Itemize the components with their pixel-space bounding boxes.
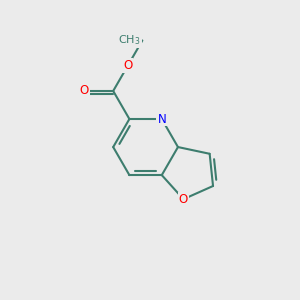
Text: CH$_3$: CH$_3$ <box>118 34 141 47</box>
Text: O: O <box>123 59 132 72</box>
Text: N: N <box>158 112 166 125</box>
Text: O: O <box>80 85 89 98</box>
Text: O: O <box>179 193 188 206</box>
